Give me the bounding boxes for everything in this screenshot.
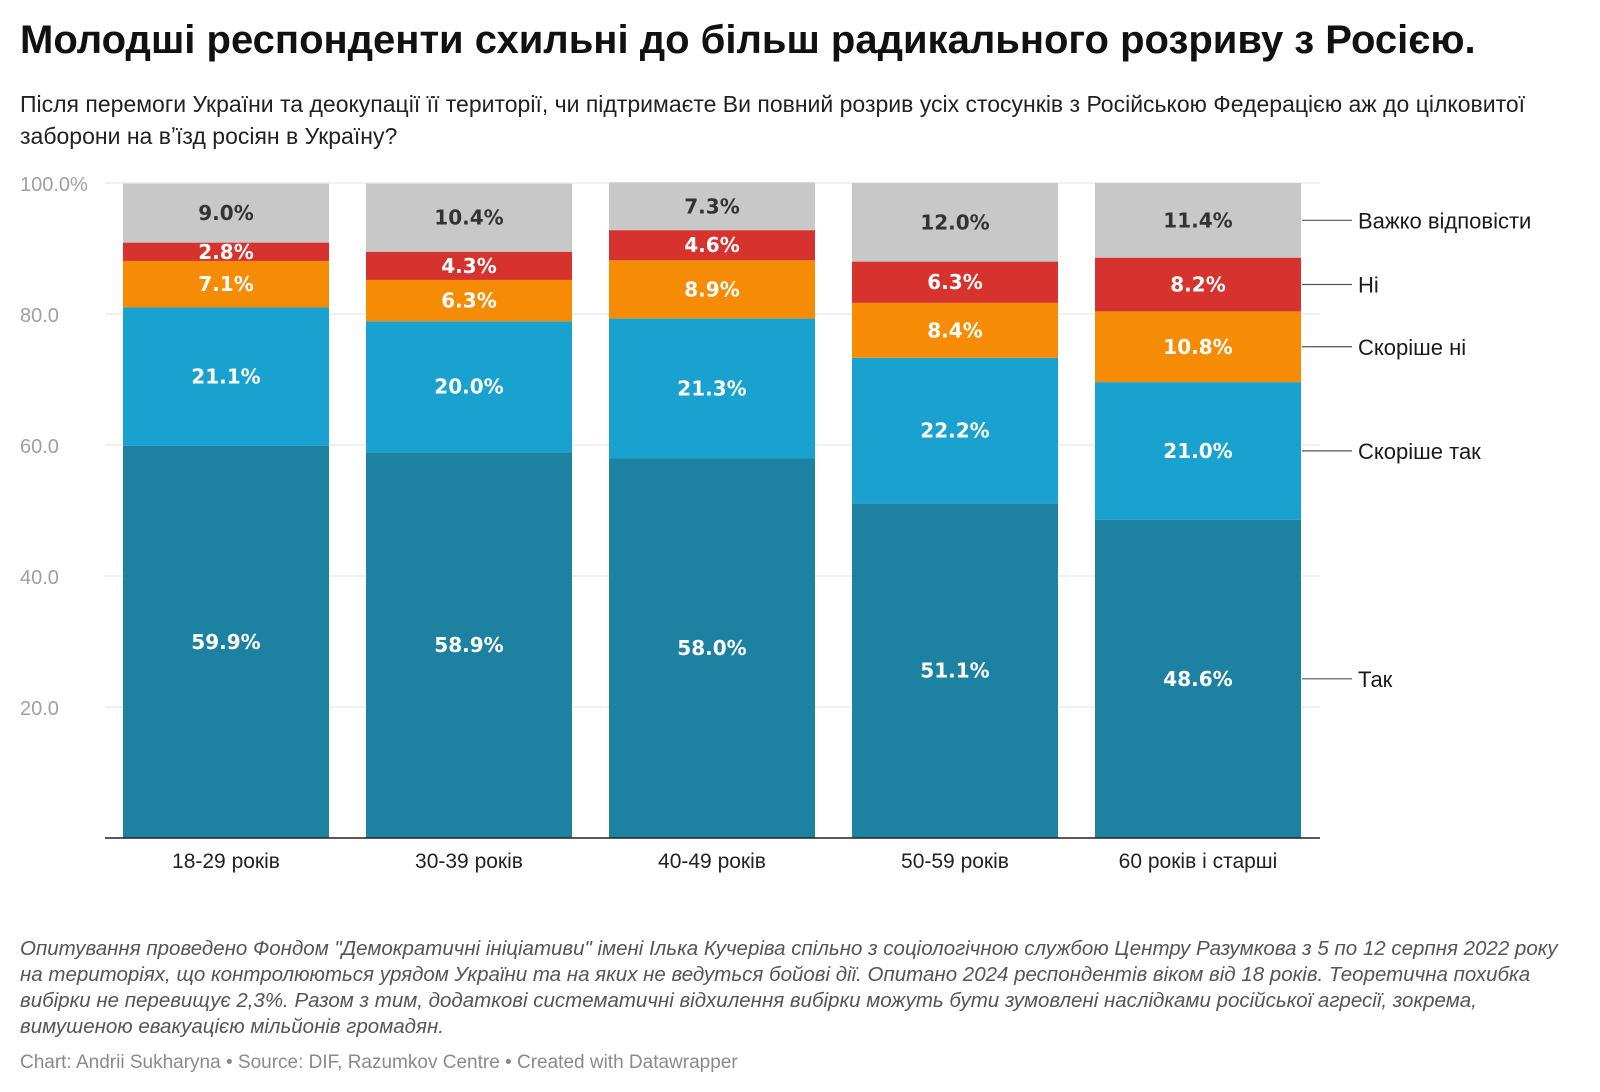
data-label: 58.9% [434, 633, 503, 657]
bar-segment [609, 458, 815, 838]
bar-segment [852, 183, 1058, 262]
data-label: 10.4% [434, 206, 503, 230]
chart-subtitle: Після перемоги України та деокупації її … [20, 91, 1526, 149]
bar-segment [852, 357, 1058, 504]
bar-segment [1095, 382, 1301, 520]
bar-segment [123, 242, 329, 261]
data-label: 6.3% [927, 270, 982, 294]
bar-segment [1095, 519, 1301, 838]
y-tick-label: 100.0% [20, 174, 88, 196]
data-label: 20.0% [434, 375, 503, 399]
data-label: 22.2% [920, 419, 989, 443]
data-label: 21.0% [1163, 439, 1232, 463]
bar-segment [609, 318, 815, 459]
data-label: 51.1% [920, 659, 989, 683]
x-tick-label: 60 років і старші [1119, 850, 1278, 873]
bar-segment [852, 503, 1058, 838]
byline-created: Created with Datawrapper [516, 1052, 738, 1073]
byline: Chart: Andrii Sukharyna • Source: DIF, R… [20, 1052, 738, 1074]
x-tick-label: 40-49 років [658, 850, 766, 873]
bar-segment [123, 445, 329, 838]
data-label: 6.3% [441, 289, 496, 313]
legend-label: Так [1358, 667, 1393, 692]
data-label: 8.4% [927, 318, 982, 342]
bar-segment [366, 183, 572, 252]
data-label: 59.9% [191, 630, 260, 654]
data-label: 8.9% [684, 277, 739, 301]
bar-segment [123, 307, 329, 446]
byline-source: Source: DIF, Razumkov Centre [237, 1052, 500, 1073]
data-label: 9.0% [198, 201, 253, 225]
data-label: 7.1% [198, 272, 253, 296]
y-tick-label: 80.0 [20, 305, 59, 327]
data-label: 7.3% [684, 194, 739, 218]
data-label: 48.6% [1163, 667, 1232, 691]
x-tick-label: 18-29 років [172, 850, 280, 873]
data-label: 2.8% [198, 240, 253, 264]
chart-title: Молодші респонденти схильні до більш рад… [20, 18, 1476, 62]
x-tick-label: 30-39 років [415, 850, 523, 873]
bar-segment [1095, 183, 1301, 258]
stacked-bar-chart: 20.0 40.0 60.0 80.0 100.0% 59.9% 21.1% 7.1% 2.8%… [20, 174, 1531, 873]
data-label: 21.1% [191, 365, 260, 389]
data-label: 58.0% [677, 636, 746, 660]
x-tick-label: 50-59 років [901, 850, 1009, 873]
y-tick-label: 60.0 [20, 436, 59, 458]
bar-segment [123, 260, 329, 308]
bar-segment [852, 302, 1058, 358]
bar-segment [1095, 257, 1301, 312]
byline-separator: • [220, 1052, 238, 1073]
chart-notes: Опитування проведено Фондом "Демократичн… [20, 937, 1558, 1038]
legend-label: Важко відповісти [1358, 208, 1531, 233]
bar-segment [609, 230, 815, 261]
byline-author: Chart: Andrii Sukharyna [20, 1052, 221, 1073]
data-label: 21.3% [677, 376, 746, 400]
bar-segment [609, 182, 815, 231]
legend-label: Скоріше так [1358, 439, 1481, 464]
data-label: 4.3% [441, 254, 496, 278]
bar-segment [366, 251, 572, 280]
y-tick-label: 20.0 [20, 698, 59, 720]
legend-label: Ні [1358, 273, 1379, 298]
data-label: 8.2% [1170, 273, 1225, 297]
bar-segment [1095, 311, 1301, 383]
data-label: 12.0% [920, 210, 989, 234]
bar-segment [366, 321, 572, 453]
data-label: 11.4% [1163, 208, 1232, 232]
bar-segment [366, 279, 572, 322]
byline-separator: • [499, 1052, 517, 1073]
bar-segment [366, 452, 572, 838]
y-tick-label: 40.0 [20, 567, 59, 589]
bar-segment [609, 260, 815, 319]
data-label: 10.8% [1163, 335, 1232, 359]
bar-segment [123, 183, 329, 243]
legend-label: Скоріше ні [1358, 335, 1466, 360]
bar-segment [852, 261, 1058, 303]
data-label: 4.6% [684, 233, 739, 257]
